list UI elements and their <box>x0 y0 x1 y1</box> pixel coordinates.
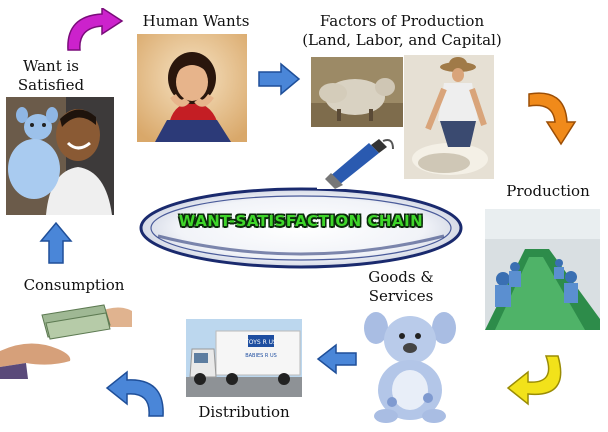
blue-right-arrow-icon <box>258 62 301 96</box>
label-factors-line2: (Land, Labor, and Capital) <box>302 31 502 49</box>
center-oval <box>139 187 463 269</box>
truck-photo: TOYS R US BABIES R US <box>186 319 302 397</box>
label-goods-line2: Services <box>368 287 434 305</box>
label-production: Production <box>506 182 590 200</box>
money-exchange-photo <box>0 293 132 379</box>
center-title: WANT-SATISFACTION CHAIN <box>178 212 424 230</box>
yellow-curved-arrow-icon <box>506 355 562 406</box>
label-distribution: Distribution <box>198 403 290 421</box>
teddy-bear-photo <box>362 306 458 424</box>
boy-with-bear-photo <box>6 97 114 215</box>
label-human-wants: Human Wants <box>142 12 250 30</box>
orange-curved-arrow-icon <box>528 92 577 146</box>
label-consumption: Consumption <box>23 276 125 294</box>
label-want-line1: Want is <box>22 57 79 75</box>
blue-left-arrow-icon <box>316 343 357 375</box>
shears-photo <box>317 127 397 189</box>
sheep-photo <box>311 57 403 127</box>
girl-photo <box>137 34 247 142</box>
blue-curved-arrow-icon <box>105 370 164 417</box>
blue-up-arrow-icon <box>39 221 73 264</box>
label-want-line2: Satisfied <box>17 76 85 94</box>
truck-brand-text: TOYS R US <box>244 339 277 346</box>
shearer-photo <box>404 55 494 179</box>
magenta-curved-arrow-icon <box>67 8 124 51</box>
factory-photo <box>485 209 600 330</box>
truck-sub-text: BABIES R US <box>245 353 277 359</box>
label-goods-line1: Goods & <box>368 268 434 286</box>
label-factors-line1: Factors of Production <box>319 12 485 30</box>
